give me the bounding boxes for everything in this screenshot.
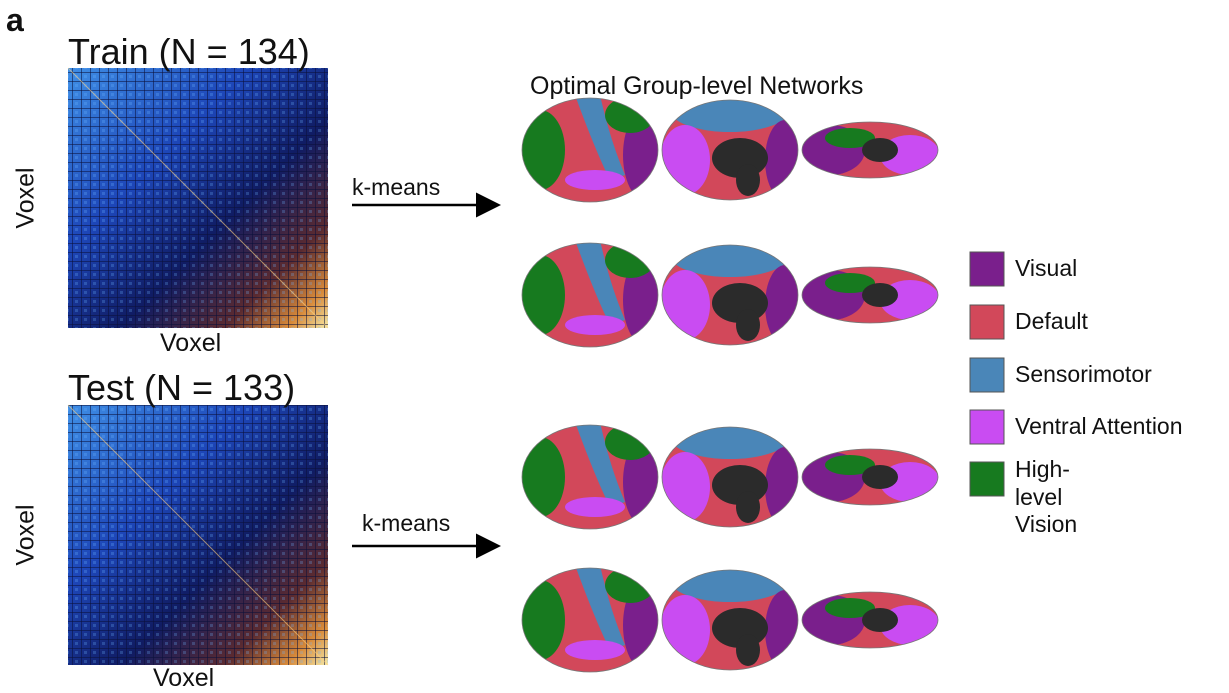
region (515, 255, 565, 335)
region (660, 270, 710, 340)
region (660, 125, 710, 195)
test-title: Test (N = 133) (68, 370, 295, 406)
region (736, 309, 760, 341)
region (736, 634, 760, 666)
region (660, 595, 710, 665)
region (515, 580, 565, 660)
region (765, 447, 805, 527)
legend-swatch (970, 410, 1004, 444)
region (736, 491, 760, 523)
train-matrix (68, 68, 328, 328)
region (765, 120, 805, 200)
region (605, 242, 655, 278)
region (862, 138, 898, 162)
legend (970, 252, 1004, 496)
region (565, 497, 625, 517)
legend-swatch (970, 252, 1004, 286)
y-label: Voxel (14, 504, 39, 565)
y-label-text: Voxel (12, 504, 40, 565)
region (515, 437, 565, 517)
brain (515, 240, 667, 347)
brain (660, 558, 805, 670)
region (862, 465, 898, 489)
legend-label: Visual (1015, 257, 1077, 280)
x-label: Voxel (153, 666, 214, 691)
region (565, 315, 625, 335)
legend-swatch (970, 358, 1004, 392)
test-matrix (68, 405, 328, 665)
region (515, 110, 565, 190)
brain (515, 422, 667, 529)
legend-label: Sensorimotor (1015, 363, 1152, 386)
region (565, 170, 625, 190)
legend-swatch (970, 305, 1004, 339)
legend-label: Ventral Attention (1015, 415, 1183, 438)
method-label: k-means (352, 176, 440, 199)
brain-surfaces (515, 88, 940, 672)
region (660, 452, 710, 522)
region (565, 640, 625, 660)
networks-title: Optimal Group-level Networks (530, 74, 863, 99)
brain (660, 233, 805, 345)
method-label: k-means (362, 512, 450, 535)
legend-label: Default (1015, 310, 1088, 333)
brain (660, 415, 805, 527)
legend-label: High-level Vision (1015, 456, 1115, 539)
panel-label: a (6, 4, 24, 36)
region (862, 608, 898, 632)
train-title: Train (N = 134) (68, 34, 310, 70)
y-label-text: Voxel (12, 167, 40, 228)
region (605, 567, 655, 603)
region (765, 590, 805, 670)
legend-swatch (970, 462, 1004, 496)
region (736, 164, 760, 196)
x-label: Voxel (160, 331, 221, 356)
region (765, 265, 805, 345)
brain (660, 88, 805, 200)
region (605, 97, 655, 133)
brain (515, 95, 667, 202)
y-label: Voxel (14, 167, 39, 228)
brain (515, 565, 667, 672)
figure: a Train (N = 134) Voxel Voxel Test (N = … (0, 0, 1229, 693)
region (605, 424, 655, 460)
region (862, 283, 898, 307)
